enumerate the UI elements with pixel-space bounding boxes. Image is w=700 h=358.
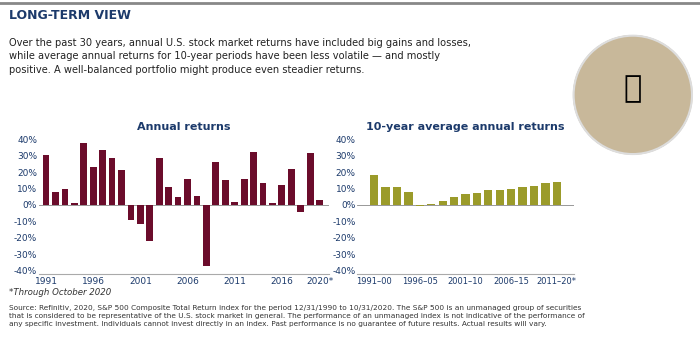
Bar bbox=[553, 182, 561, 205]
Bar bbox=[416, 205, 424, 206]
Bar bbox=[279, 185, 285, 205]
Bar bbox=[298, 205, 304, 212]
Bar bbox=[231, 202, 238, 205]
Bar bbox=[127, 205, 134, 220]
Bar bbox=[80, 144, 88, 205]
Title: Annual returns: Annual returns bbox=[137, 122, 230, 132]
Text: 👥: 👥 bbox=[624, 74, 642, 103]
Bar bbox=[530, 186, 538, 205]
Bar bbox=[450, 197, 459, 205]
Bar bbox=[90, 167, 97, 205]
Bar bbox=[250, 152, 257, 205]
Circle shape bbox=[573, 36, 692, 154]
Bar bbox=[507, 189, 515, 205]
Bar bbox=[241, 179, 248, 205]
Bar bbox=[496, 190, 504, 205]
Text: Over the past 30 years, annual U.S. stock market returns have included big gains: Over the past 30 years, annual U.S. stoc… bbox=[9, 38, 471, 75]
Bar bbox=[473, 193, 481, 205]
Bar bbox=[118, 170, 125, 205]
Bar bbox=[52, 193, 59, 205]
Bar bbox=[137, 205, 144, 224]
Bar bbox=[71, 203, 78, 205]
Bar bbox=[269, 203, 276, 205]
Bar bbox=[307, 154, 314, 205]
Bar bbox=[175, 197, 181, 205]
Bar bbox=[260, 183, 267, 205]
Bar bbox=[108, 158, 116, 205]
Bar bbox=[288, 169, 295, 205]
Bar bbox=[222, 180, 229, 205]
Bar bbox=[519, 187, 526, 205]
Bar bbox=[405, 192, 412, 205]
Bar bbox=[194, 196, 200, 205]
Bar bbox=[212, 161, 219, 205]
Bar bbox=[393, 187, 401, 205]
Bar bbox=[427, 204, 435, 205]
Bar bbox=[203, 205, 210, 266]
Bar bbox=[484, 190, 493, 205]
Bar bbox=[461, 194, 470, 205]
Bar bbox=[184, 179, 191, 205]
Text: LONG-TERM VIEW: LONG-TERM VIEW bbox=[9, 9, 131, 22]
Bar bbox=[62, 189, 69, 205]
Bar bbox=[541, 183, 550, 205]
Bar bbox=[165, 187, 172, 205]
Text: Source: Refinitiv, 2020, S&P 500 Composite Total Return index for the period 12/: Source: Refinitiv, 2020, S&P 500 Composi… bbox=[9, 305, 585, 327]
Bar bbox=[43, 155, 50, 205]
Bar bbox=[382, 187, 390, 205]
Bar bbox=[146, 205, 153, 241]
Text: *Through October 2020: *Through October 2020 bbox=[9, 288, 111, 297]
Title: 10-year average annual returns: 10-year average annual returns bbox=[366, 122, 565, 132]
Bar bbox=[156, 158, 162, 205]
Bar bbox=[99, 150, 106, 205]
Bar bbox=[316, 200, 323, 205]
Bar bbox=[370, 175, 378, 205]
Bar bbox=[438, 201, 447, 205]
